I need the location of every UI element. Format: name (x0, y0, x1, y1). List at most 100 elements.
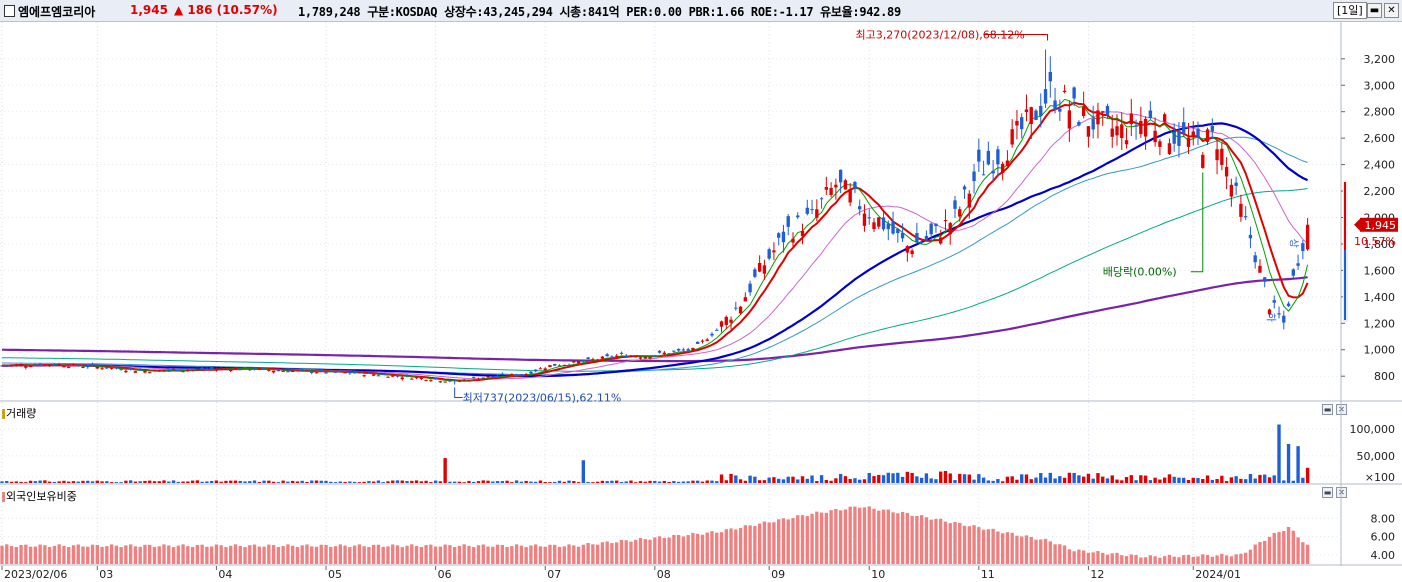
volume-bar (1005, 476, 1010, 483)
volume-bar (481, 480, 485, 483)
foreign-ownership-bar (1039, 539, 1043, 564)
candle-body (900, 233, 905, 239)
volume-bar (1277, 424, 1281, 483)
candle-body (877, 217, 881, 227)
volume-bar (205, 481, 209, 483)
volume-bar (33, 481, 38, 483)
candle-body (462, 379, 466, 381)
volume-bar (1067, 472, 1072, 483)
volume-bar (500, 481, 505, 483)
volume-bar (934, 479, 938, 483)
foreign-ownership-bar (1220, 553, 1224, 564)
candle-body (391, 375, 395, 377)
volume-bar (891, 473, 895, 483)
foreign-ownership-bar (76, 544, 80, 564)
candle-body (443, 381, 447, 383)
volume-bar (634, 482, 638, 483)
volume-bar (791, 476, 795, 483)
stock-select-box[interactable] (4, 5, 15, 17)
candle-body (143, 370, 147, 373)
volume-bar (1167, 474, 1172, 483)
foreign-ownership-bar (762, 521, 767, 564)
foreign-ownership-bar (595, 544, 600, 564)
foreign-ownership-bar (896, 513, 900, 564)
foreign-ownership-bar (1005, 532, 1010, 564)
candle-body (996, 149, 1000, 165)
candle-body (1096, 110, 1100, 125)
ma60-line (2, 136, 1308, 376)
foreign-ownership-bar (800, 515, 805, 564)
volume-bar (1296, 446, 1300, 483)
volume-bar (109, 482, 114, 483)
foreign-ownership-bar (1029, 536, 1033, 564)
candle-body (781, 231, 786, 243)
candle-body (1110, 128, 1114, 137)
volume-bar (662, 480, 667, 483)
foreign-ownership-bar (1267, 536, 1272, 564)
foreign-ownership-bar (71, 545, 76, 564)
volume-bar (1291, 480, 1295, 483)
volume-bar (896, 472, 900, 483)
foreign-ownership-bar (357, 544, 362, 564)
foreign-ownership-bar (105, 546, 109, 564)
candle-body (1239, 203, 1243, 217)
volume-bar (605, 481, 609, 483)
foreign-ownership-bar (1272, 532, 1276, 564)
volume-bar (615, 480, 619, 483)
volume-bar (1158, 479, 1162, 483)
foreign-ownership-bar (710, 531, 714, 564)
volume-bar (348, 481, 352, 483)
foreign-ownership-bar (919, 515, 924, 564)
volume-bar (629, 480, 633, 483)
period-button[interactable]: [1일] (1333, 2, 1367, 19)
volume-bar (233, 480, 238, 483)
candle-body (505, 376, 509, 378)
minimize-icon[interactable]: ▬ (1367, 3, 1382, 18)
volume-bar (86, 480, 90, 483)
candle-body (1134, 125, 1138, 127)
volume-bar (176, 481, 180, 483)
foreign-ownership-bar (233, 544, 238, 564)
candle-body (119, 369, 123, 371)
volume-bar (1172, 476, 1176, 483)
volume-tick-label: 50,000 (1357, 450, 1396, 463)
volume-bar (448, 481, 452, 483)
candle-body (76, 364, 80, 367)
foreign-ownership-bar (243, 547, 247, 564)
foreign-ownership-bar (271, 545, 276, 564)
foreign-ownership-bar (696, 533, 700, 564)
candle-body (310, 371, 314, 373)
foreign-panel-title: 외국인보유비중 (2, 488, 78, 503)
candle-body (800, 230, 805, 237)
volume-bar (1020, 474, 1024, 483)
foreign-ownership-bar (114, 545, 119, 564)
x-axis-label: 03 (99, 568, 113, 581)
volume-panel-minimize-icon[interactable]: ▬ (1322, 404, 1333, 415)
volume-bar (981, 477, 986, 483)
foreign-ownership-bar (1263, 540, 1267, 564)
volume-bar (567, 480, 571, 483)
volume-bar (705, 480, 709, 483)
candle-body (1158, 141, 1162, 147)
volume-bar (105, 481, 109, 483)
foreign-ownership-bar (848, 506, 852, 564)
candle-body (738, 306, 743, 314)
foreign-ownership-bar (1143, 557, 1148, 564)
foreign-ownership-bar (700, 534, 705, 564)
foreign-panel-minimize-icon[interactable]: ▬ (1322, 487, 1333, 498)
close-icon[interactable]: ✕ (1384, 3, 1399, 18)
candle-body (676, 348, 681, 351)
foreign-ownership-bar (653, 537, 657, 564)
candle-body (276, 370, 281, 372)
foreign-ownership-bar (28, 546, 33, 564)
foreign-ownership-bar (734, 529, 738, 564)
foreign-ownership-bar (753, 526, 757, 564)
foreign-ownership-bar (948, 523, 952, 564)
foreign-ownership-bar (257, 546, 261, 564)
volume-bar (586, 481, 590, 483)
volume-bar (1148, 480, 1153, 483)
candle-body (500, 373, 505, 375)
volume-bar (1086, 473, 1091, 483)
foreign-ownership-bar (872, 508, 876, 564)
